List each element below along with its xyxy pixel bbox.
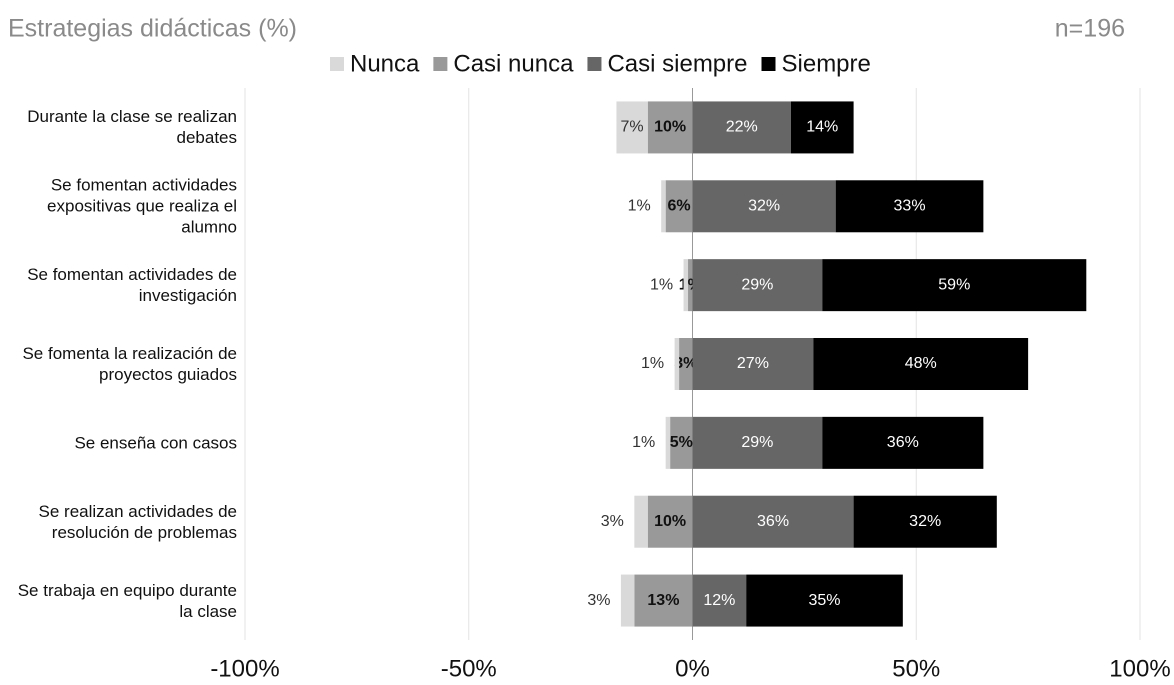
bar-segment bbox=[665, 180, 693, 233]
value-label: 32% bbox=[748, 198, 780, 215]
bar-segment bbox=[647, 495, 693, 548]
category-label: Se fomentan actividades de investigación bbox=[27, 265, 237, 306]
bar-segment bbox=[692, 416, 823, 469]
legend-swatch bbox=[587, 57, 602, 71]
value-label: 27% bbox=[737, 355, 769, 372]
legend-swatch bbox=[761, 57, 776, 71]
chart-title: Estrategias didácticas (%) bbox=[8, 15, 297, 43]
value-label: 3% bbox=[674, 355, 697, 372]
value-label: 6% bbox=[668, 198, 691, 215]
bar-segment bbox=[822, 259, 1087, 312]
value-label: 29% bbox=[741, 276, 773, 293]
value-label: 22% bbox=[726, 119, 758, 136]
bar-segment bbox=[634, 574, 693, 627]
legend-label: Casi nunca bbox=[453, 50, 574, 77]
value-label: 32% bbox=[909, 513, 941, 530]
bar-segment bbox=[670, 416, 693, 469]
value-label: 13% bbox=[647, 592, 679, 609]
bar-segment bbox=[692, 259, 823, 312]
value-label: 33% bbox=[894, 198, 926, 215]
value-label: 1% bbox=[641, 355, 664, 372]
value-label: 36% bbox=[757, 513, 789, 530]
x-tick-label: 100% bbox=[1109, 655, 1170, 682]
value-label: 1% bbox=[650, 276, 673, 293]
bar-segment bbox=[688, 259, 693, 312]
bar-segment bbox=[692, 338, 814, 390]
value-label: 29% bbox=[741, 434, 773, 451]
value-label: 59% bbox=[938, 276, 970, 293]
category-label: Se enseña con casos bbox=[74, 433, 237, 453]
legend-swatch bbox=[433, 57, 448, 71]
value-label: 1% bbox=[628, 198, 651, 215]
bar-segment bbox=[661, 180, 666, 233]
bar-segment bbox=[813, 338, 1029, 390]
bar-segment bbox=[679, 338, 693, 390]
value-label: 5% bbox=[670, 434, 693, 451]
bar-segment bbox=[822, 416, 984, 469]
legend-label: Siempre bbox=[782, 50, 871, 77]
value-label: 3% bbox=[601, 513, 624, 530]
x-tick-label: -50% bbox=[441, 655, 497, 682]
category-label: Se realizan actividades de resolución de… bbox=[38, 501, 237, 542]
value-label: 7% bbox=[621, 119, 644, 136]
value-label: 36% bbox=[887, 434, 919, 451]
value-label: 3% bbox=[587, 592, 610, 609]
value-label: 10% bbox=[654, 513, 686, 530]
bar-segment bbox=[853, 495, 997, 548]
bar-segment bbox=[674, 338, 680, 390]
x-tick-label: 50% bbox=[892, 655, 940, 682]
bar-segment bbox=[683, 259, 689, 312]
sample-size: n=196 bbox=[1055, 15, 1125, 43]
bar-segment bbox=[620, 574, 635, 627]
category-label: Se trabaja en equipo durante la clase bbox=[17, 580, 237, 621]
legend-label: Nunca bbox=[350, 50, 420, 77]
value-label: 35% bbox=[808, 592, 840, 609]
legend-label: Casi siempre bbox=[607, 50, 747, 77]
bar-segment bbox=[692, 495, 854, 548]
value-label: 10% bbox=[654, 119, 686, 136]
bar-segment bbox=[665, 416, 671, 469]
bar-segment bbox=[692, 180, 836, 233]
bar-segment bbox=[692, 574, 747, 627]
bar-segment bbox=[647, 101, 693, 154]
x-tick-label: 0% bbox=[675, 655, 710, 682]
bar-segment bbox=[692, 101, 791, 154]
bar-segment bbox=[835, 180, 984, 233]
bar-segment bbox=[746, 574, 903, 627]
bar-segment bbox=[616, 101, 648, 154]
value-label: 12% bbox=[703, 592, 735, 609]
category-label: Se fomentan actividades expositivas que … bbox=[47, 175, 237, 237]
value-label: 1% bbox=[632, 434, 655, 451]
bar-segment bbox=[790, 101, 854, 154]
x-tick-label: -100% bbox=[210, 655, 279, 682]
category-label: Durante la clase se realizan debates bbox=[27, 107, 237, 148]
bar-segment bbox=[634, 495, 648, 548]
legend-swatch bbox=[330, 57, 344, 71]
value-label: 48% bbox=[905, 355, 937, 372]
value-label: 14% bbox=[806, 119, 838, 136]
category-label: Se fomenta la realización de proyectos g… bbox=[22, 344, 237, 384]
